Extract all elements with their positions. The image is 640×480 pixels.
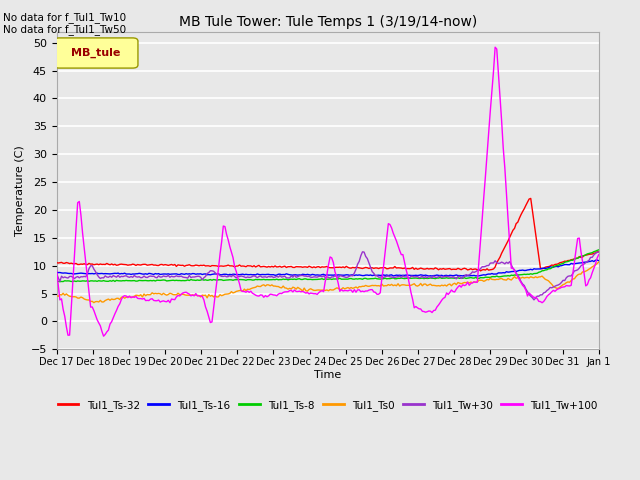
- Text: MB_tule: MB_tule: [71, 48, 120, 58]
- Text: No data for f_Tul1_Tw10: No data for f_Tul1_Tw10: [3, 12, 126, 23]
- Title: MB Tule Tower: Tule Temps 1 (3/19/14-now): MB Tule Tower: Tule Temps 1 (3/19/14-now…: [179, 15, 477, 29]
- Legend: Tul1_Ts-32, Tul1_Ts-16, Tul1_Ts-8, Tul1_Ts0, Tul1_Tw+30, Tul1_Tw+100: Tul1_Ts-32, Tul1_Ts-16, Tul1_Ts-8, Tul1_…: [53, 396, 602, 415]
- Text: No data for f_Tul1_Tw50: No data for f_Tul1_Tw50: [3, 24, 126, 35]
- Y-axis label: Temperature (C): Temperature (C): [15, 145, 25, 236]
- FancyBboxPatch shape: [54, 38, 138, 68]
- X-axis label: Time: Time: [314, 370, 341, 380]
